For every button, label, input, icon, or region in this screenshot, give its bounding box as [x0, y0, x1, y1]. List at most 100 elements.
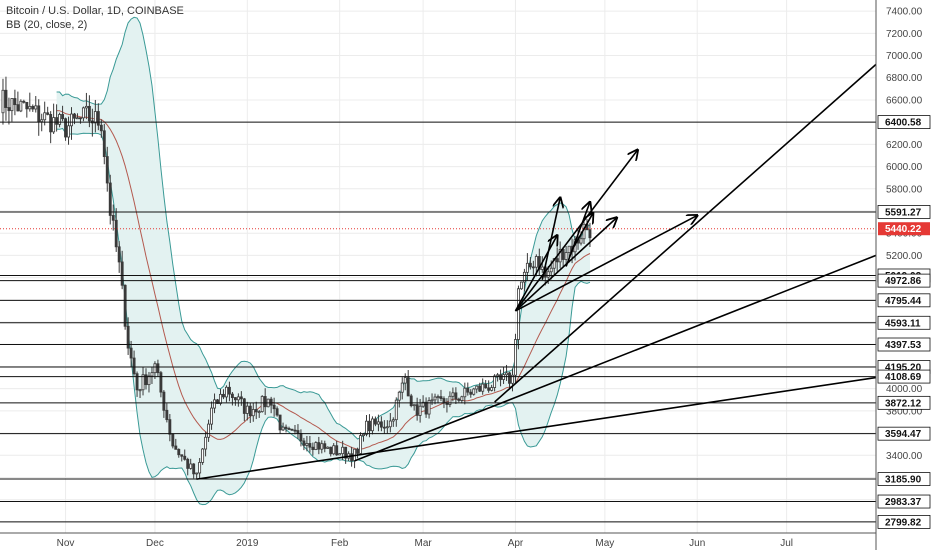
level-price-box — [877, 293, 931, 308]
candle-up — [519, 281, 523, 290]
level-price-label: 4108.69 — [885, 372, 922, 383]
candle-down — [272, 404, 276, 410]
candle-down — [248, 405, 252, 417]
trend-line[interactable] — [494, 63, 877, 403]
candle-up — [93, 111, 97, 124]
candle-down — [242, 398, 246, 414]
level-price-box — [877, 337, 931, 352]
level-price-label: 2799.82 — [885, 517, 922, 528]
trend-line[interactable] — [354, 254, 877, 462]
candle-down — [144, 374, 148, 386]
candle-down — [317, 442, 321, 450]
candle-down — [102, 130, 106, 157]
projection-arrow[interactable] — [541, 198, 560, 280]
level-price-box — [877, 472, 931, 486]
candle-down — [263, 396, 267, 408]
candle-up — [245, 405, 249, 414]
candle-down — [96, 111, 100, 126]
candle-up — [546, 271, 550, 278]
projection-arrow[interactable] — [514, 235, 557, 312]
candle-up — [141, 374, 145, 391]
candle-down — [168, 419, 172, 435]
candle-down — [4, 89, 8, 108]
candle-down — [46, 112, 50, 115]
level-price-label: 6400.58 — [885, 118, 922, 129]
last-price-label: 5440.22 — [885, 224, 922, 235]
candle-down — [287, 428, 291, 430]
candle-down — [230, 393, 234, 398]
candle-down — [454, 392, 458, 400]
candle-down — [499, 374, 503, 380]
candle-up — [430, 399, 434, 402]
candle-up — [463, 387, 467, 398]
candle-up — [341, 446, 345, 455]
time-tick-label: Apr — [508, 538, 524, 549]
candle-down — [183, 455, 187, 460]
candle-down — [528, 262, 532, 268]
candle-up — [421, 401, 425, 407]
candle-down — [368, 420, 371, 432]
level-price-box — [877, 273, 931, 288]
candle-up — [338, 453, 342, 456]
candle-up — [28, 105, 32, 110]
candle-down — [233, 397, 237, 401]
candle-up — [40, 119, 44, 123]
price-tick-label: 7400.00 — [886, 7, 923, 18]
candle-down — [227, 386, 231, 395]
candle-down — [61, 114, 65, 120]
price-tick-label: 5200.00 — [886, 251, 923, 262]
projection-arrow[interactable] — [514, 150, 637, 312]
candle-down — [439, 396, 443, 399]
candle-up — [219, 393, 222, 404]
candle-down — [87, 105, 91, 122]
candle-up — [251, 409, 255, 417]
candle-up — [451, 392, 455, 397]
candle-up — [505, 372, 508, 376]
candle-up — [314, 442, 318, 450]
level-price-label: 2983.37 — [885, 497, 922, 508]
candle-up — [362, 433, 365, 437]
candle-down — [105, 156, 109, 184]
candle-down — [171, 433, 175, 447]
candle-up — [522, 271, 526, 283]
trend-line[interactable] — [196, 376, 877, 480]
price-tick-label: 5800.00 — [886, 184, 923, 195]
level-price-box — [877, 426, 931, 441]
candle-up — [427, 400, 431, 415]
level-price-box — [877, 395, 931, 410]
candle-down — [22, 100, 26, 103]
candle-up — [147, 375, 151, 386]
candle-up — [189, 463, 193, 469]
candle-up — [481, 383, 485, 392]
candle-up — [540, 266, 544, 270]
candle-down — [537, 256, 541, 270]
candle-down — [406, 377, 410, 397]
price-tick-label: 6000.00 — [886, 162, 923, 173]
candle-down — [117, 246, 121, 263]
level-price-label: 4972.86 — [885, 276, 922, 287]
candle-up — [514, 339, 517, 376]
candle-down — [13, 98, 17, 106]
candle-down — [159, 372, 163, 393]
candle-up — [34, 105, 38, 110]
candle-up — [58, 114, 62, 125]
projection-arrow[interactable] — [515, 215, 697, 312]
candle-down — [180, 454, 184, 457]
candle-up — [19, 100, 23, 112]
candle-up — [394, 399, 398, 421]
candle-down — [487, 387, 491, 391]
candle-down — [356, 448, 359, 454]
candle-down — [373, 418, 377, 425]
symbol-title[interactable]: Bitcoin / U.S. Dollar, 1D, COINBASE — [6, 5, 184, 17]
candle-down — [382, 426, 386, 429]
indicator-label[interactable]: BB (20, close, 2) — [6, 19, 88, 31]
candle-down — [37, 105, 41, 123]
bollinger-lower-line — [56, 127, 591, 506]
candle-down — [192, 463, 196, 475]
projection-arrow[interactable] — [571, 213, 593, 251]
level-price-box — [877, 494, 931, 509]
candle-up — [403, 377, 407, 384]
candle-up — [1, 89, 5, 114]
candle-up — [472, 388, 476, 395]
